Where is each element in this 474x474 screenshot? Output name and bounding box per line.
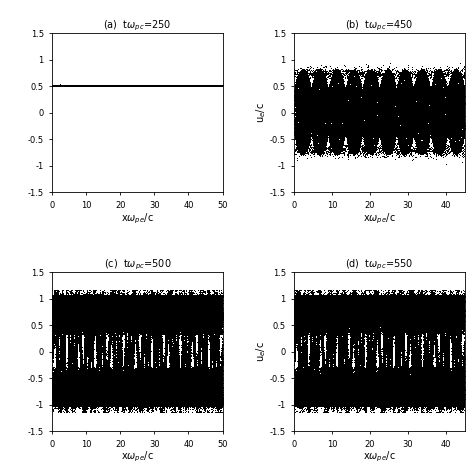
X-axis label: x$\omega_{pe}$/c: x$\omega_{pe}$/c [121,211,154,226]
Title: (c)  t$\omega_{pc}$=500: (c) t$\omega_{pc}$=500 [103,258,171,272]
X-axis label: x$\omega_{pe}$/c: x$\omega_{pe}$/c [121,450,154,465]
Title: (d)  t$\omega_{pc}$=550: (d) t$\omega_{pc}$=550 [345,258,413,272]
Y-axis label: u$_e$/c: u$_e$/c [255,341,268,362]
X-axis label: x$\omega_{pe}$/c: x$\omega_{pe}$/c [363,211,396,226]
Title: (b)  t$\omega_{pc}$=450: (b) t$\omega_{pc}$=450 [345,19,413,33]
Y-axis label: u$_e$/c: u$_e$/c [255,102,268,123]
X-axis label: x$\omega_{pe}$/c: x$\omega_{pe}$/c [363,450,396,465]
Title: (a)  t$\omega_{pc}$=250: (a) t$\omega_{pc}$=250 [103,19,172,33]
